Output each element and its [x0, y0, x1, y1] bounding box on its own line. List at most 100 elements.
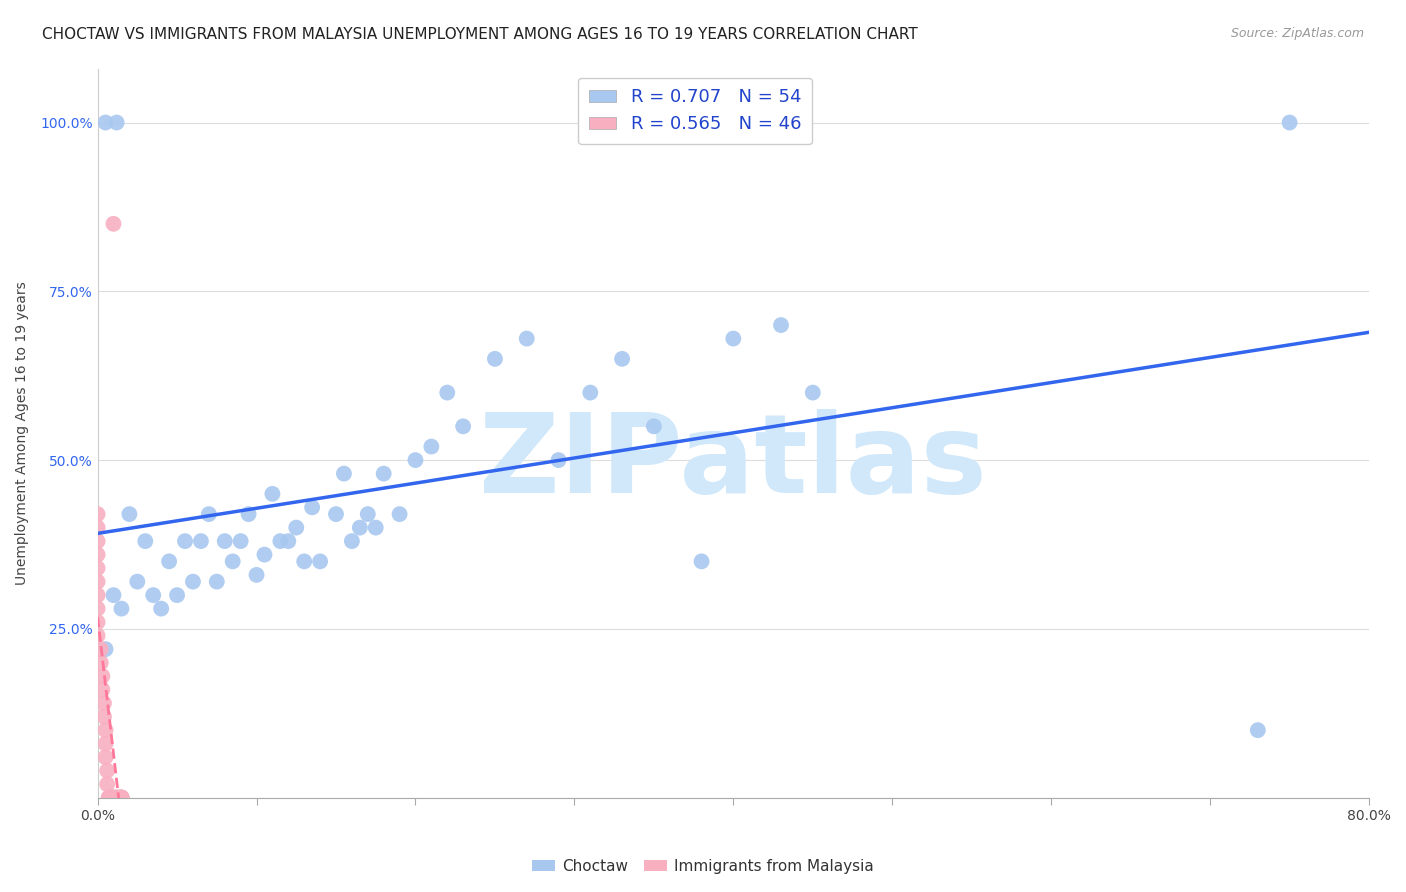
Point [105, 790, 128, 805]
Point [325, 507, 347, 521]
Point [91, 669, 114, 683]
Point [107, 790, 129, 805]
Point [110, 790, 132, 805]
Point [110, 790, 132, 805]
Point [93, 696, 115, 710]
Text: ZIPatlas: ZIPatlas [479, 409, 987, 516]
Point [107, 790, 129, 805]
Point [118, 507, 141, 521]
Point [86, 520, 108, 534]
Point [90, 656, 112, 670]
Point [292, 554, 315, 568]
Point [801, 385, 824, 400]
Point [86, 615, 108, 629]
Point [103, 790, 125, 805]
Point [150, 601, 173, 615]
Point [104, 790, 127, 805]
Point [166, 588, 188, 602]
Point [142, 588, 165, 602]
Point [86, 548, 108, 562]
Point [94, 737, 117, 751]
Point [610, 351, 633, 366]
Point [333, 467, 356, 481]
Point [86, 507, 108, 521]
Point [94, 750, 117, 764]
Point [104, 790, 127, 805]
Point [110, 790, 132, 805]
Point [262, 487, 284, 501]
Point [97, 790, 120, 805]
Point [357, 507, 380, 521]
Point [110, 601, 132, 615]
Point [101, 790, 124, 805]
Point [103, 790, 125, 805]
Point [516, 332, 538, 346]
Point [94, 115, 117, 129]
Point [96, 777, 118, 791]
Point [181, 574, 204, 589]
Point [110, 790, 132, 805]
Point [98, 790, 121, 805]
Point [364, 520, 387, 534]
Point [420, 440, 443, 454]
Point [93, 709, 115, 723]
Point [221, 554, 243, 568]
Point [277, 534, 299, 549]
Point [108, 790, 131, 805]
Point [198, 507, 221, 521]
Point [101, 790, 124, 805]
Point [103, 588, 125, 602]
Point [340, 534, 363, 549]
Point [214, 534, 236, 549]
Point [86, 534, 108, 549]
Point [205, 574, 228, 589]
Legend: R = 0.707   N = 54, R = 0.565   N = 46: R = 0.707 N = 54, R = 0.565 N = 46 [578, 78, 813, 145]
Point [245, 567, 267, 582]
Point [253, 548, 276, 562]
Point [404, 453, 426, 467]
Point [105, 115, 128, 129]
Point [349, 520, 371, 534]
Point [723, 332, 745, 346]
Point [86, 574, 108, 589]
Point [579, 385, 602, 400]
Point [285, 520, 308, 534]
Point [643, 419, 665, 434]
Point [86, 601, 108, 615]
Point [127, 574, 149, 589]
Text: Source: ZipAtlas.com: Source: ZipAtlas.com [1230, 27, 1364, 40]
Point [436, 385, 458, 400]
Point [190, 534, 212, 549]
Point [690, 554, 713, 568]
Point [103, 790, 125, 805]
Point [105, 790, 128, 805]
Point [301, 500, 323, 515]
Point [94, 642, 117, 657]
Point [97, 790, 120, 805]
Text: CHOCTAW VS IMMIGRANTS FROM MALAYSIA UNEMPLOYMENT AMONG AGES 16 TO 19 YEARS CORRE: CHOCTAW VS IMMIGRANTS FROM MALAYSIA UNEM… [42, 27, 918, 42]
Point [174, 534, 197, 549]
Point [98, 790, 121, 805]
Point [91, 682, 114, 697]
Point [373, 467, 395, 481]
Point [229, 534, 252, 549]
Point [547, 453, 569, 467]
Point [1247, 723, 1270, 738]
Point [1278, 115, 1301, 129]
Point [238, 507, 260, 521]
Point [309, 554, 332, 568]
Point [86, 561, 108, 575]
Point [769, 318, 792, 332]
Point [269, 534, 291, 549]
Point [110, 790, 132, 805]
Y-axis label: Unemployment Among Ages 16 to 19 years: Unemployment Among Ages 16 to 19 years [15, 281, 30, 585]
Point [134, 534, 156, 549]
Point [484, 351, 506, 366]
Point [86, 629, 108, 643]
Point [96, 764, 118, 778]
Point [110, 790, 132, 805]
Point [110, 790, 132, 805]
Legend: Choctaw, Immigrants from Malaysia: Choctaw, Immigrants from Malaysia [526, 853, 880, 880]
Point [103, 217, 125, 231]
Point [157, 554, 180, 568]
